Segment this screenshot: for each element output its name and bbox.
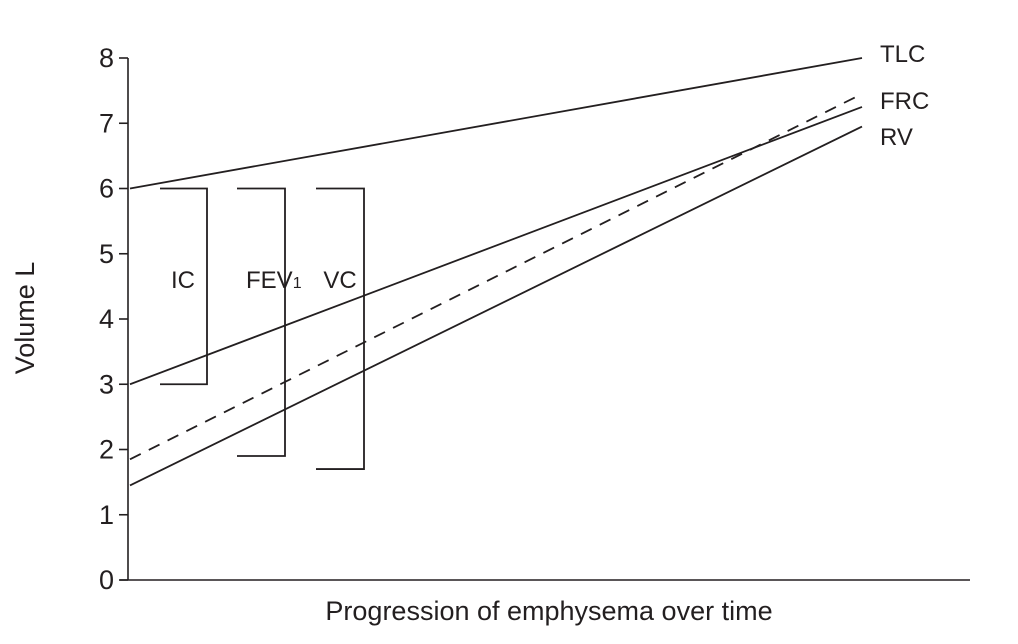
series-label-tlc: TLC [880,41,925,68]
bracket-ic [160,187,208,386]
series-line-tlc [129,57,863,190]
capacity-brackets: IC FEV1 VC [160,187,365,470]
bracket-fev1 [237,187,286,457]
y-tick-label-2: 2 [99,435,114,465]
series-lines [129,57,863,487]
series-labels: TLC FRC RV [880,41,929,151]
y-ticks: 0 1 2 3 4 5 6 7 8 [99,43,128,595]
bracket-label-fev1: FEV1 [246,267,302,294]
y-tick-label-4: 4 [99,304,114,334]
series-line-rv [129,125,863,487]
bracket-label-ic: IC [171,267,195,294]
y-tick-label-1: 1 [99,500,114,530]
y-tick-label-5: 5 [99,239,114,269]
x-axis-title: Progression of emphysema over time [325,596,772,626]
series-label-rv: RV [880,124,913,151]
bracket-vc [316,187,365,470]
bracket-label-vc: VC [323,267,356,294]
y-tick-label-3: 3 [99,369,114,399]
y-axis-title: Volume L [10,262,40,375]
series-line-ic-boundary [129,106,863,386]
y-tick-label-8: 8 [99,43,114,73]
y-tick-label-7: 7 [99,108,114,138]
y-tick-label-6: 6 [99,174,114,204]
y-tick-label-0: 0 [99,565,114,595]
series-label-frc: FRC [880,88,929,115]
series-line-frc [129,93,863,461]
